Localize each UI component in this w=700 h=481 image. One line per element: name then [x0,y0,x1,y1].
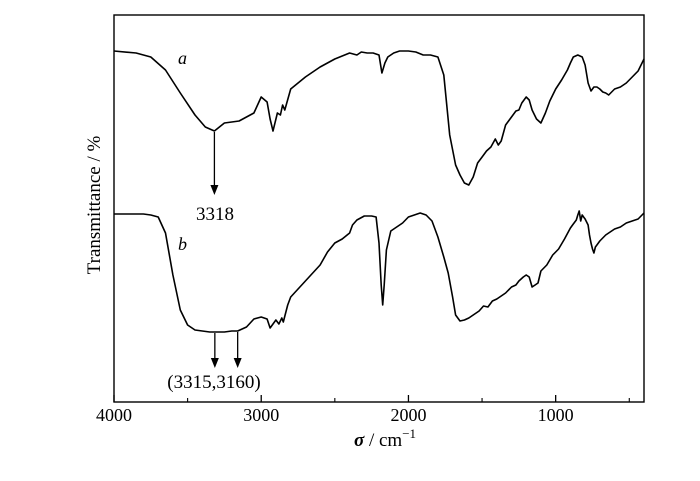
annotation-layer [210,132,242,368]
x-tick-label: 3000 [243,405,279,425]
series-line-a [113,50,645,186]
x-tick-label: 2000 [390,405,426,425]
annotation-label-a: 3318 [196,204,234,225]
series-label-a: a [178,48,187,68]
x-axis-label-exponent: −1 [402,426,416,441]
series-layer [113,50,645,333]
series-line-b [114,210,645,333]
x-axis-ticks: 4000 3000 2000 1000 [96,395,630,425]
x-tick-label: 1000 [538,405,574,425]
x-axis-label-unit: / cm [364,430,402,451]
x-tick-label: 4000 [96,405,132,425]
series-label-b: b [178,234,187,254]
y-axis-label: Transmittance / % [84,136,105,275]
plot-area [113,14,645,403]
plot-frame [113,14,645,403]
annotation-arrowhead [233,358,242,368]
x-axis-label: σ / cm−1 [354,426,416,451]
annotation-label-b: (3315,3160) [167,372,260,393]
annotation-arrowhead [210,358,219,368]
annotation-arrowhead [210,185,219,195]
x-axis-label-symbol: σ [354,430,365,451]
